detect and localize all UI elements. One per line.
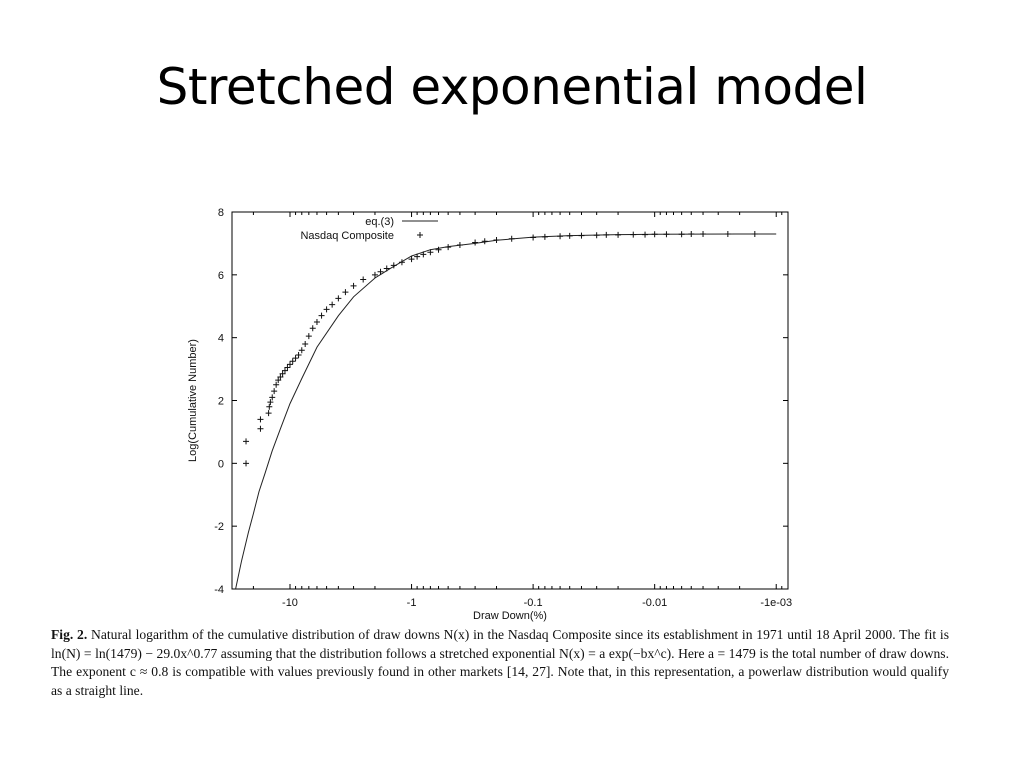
x-tick-label: -1e-03 xyxy=(760,597,792,609)
data-point xyxy=(267,399,274,406)
x-tick-label: -0.1 xyxy=(524,597,543,609)
data-point xyxy=(298,347,305,354)
y-axis-label: Log(Cumulative Number) xyxy=(187,339,199,462)
slide-title: Stretched exponential model xyxy=(156,58,868,116)
legend-label-fit: eq.(3) xyxy=(365,216,394,228)
x-tick-label: -10 xyxy=(282,597,298,609)
data-point xyxy=(493,236,500,243)
data-point xyxy=(313,318,320,325)
data-point xyxy=(266,403,273,410)
data-point xyxy=(663,231,670,238)
data-point xyxy=(383,265,390,272)
chart-axes: -4 -2 0 2 4 6 8 -10 -1 -0.1 -0.01 -1e-03 xyxy=(214,207,792,609)
data-point xyxy=(335,295,342,302)
data-point xyxy=(269,394,276,401)
data-point xyxy=(284,364,291,371)
data-point xyxy=(408,256,415,263)
data-point xyxy=(323,306,330,313)
data-point xyxy=(350,282,357,289)
chart: -4 -2 0 2 4 6 8 -10 -1 -0.1 -0.01 -1e-03 eq.(3) Nasd… xyxy=(187,207,792,622)
legend-point-swatch xyxy=(417,232,423,238)
data-point xyxy=(243,460,250,467)
data-point xyxy=(305,333,312,340)
data-point xyxy=(281,367,288,374)
data-point xyxy=(398,259,405,266)
data-point xyxy=(420,251,427,258)
data-point xyxy=(277,373,284,380)
data-point xyxy=(615,231,622,238)
data-point xyxy=(651,231,658,238)
data-point xyxy=(593,232,600,239)
y-tick-label: 2 xyxy=(218,396,224,408)
data-point xyxy=(435,246,442,253)
data-point xyxy=(360,276,367,283)
data-point xyxy=(371,271,378,278)
y-tick-label: 8 xyxy=(218,207,224,219)
y-tick-label: -4 xyxy=(214,584,224,596)
data-point xyxy=(271,388,278,395)
data-point xyxy=(751,230,758,237)
data-point xyxy=(286,361,293,368)
data-point xyxy=(603,231,610,238)
y-tick-label: -2 xyxy=(214,521,224,533)
data-point xyxy=(289,358,296,365)
data-point xyxy=(257,416,264,423)
data-point xyxy=(243,438,250,445)
fit-line xyxy=(235,233,777,590)
data-point xyxy=(309,325,316,332)
data-point xyxy=(295,351,302,358)
data-point xyxy=(342,289,349,296)
data-point xyxy=(472,239,479,246)
x-axis-label: Draw Down(%) xyxy=(473,610,547,622)
data-point xyxy=(279,370,286,377)
data-point xyxy=(273,381,280,388)
data-point xyxy=(508,235,515,242)
data-point xyxy=(427,249,434,256)
legend-label-data: Nasdaq Composite xyxy=(300,230,394,242)
x-tick-label: -1 xyxy=(407,597,417,609)
data-point xyxy=(292,355,299,362)
data-point xyxy=(275,377,282,384)
data-point xyxy=(630,231,637,238)
chart-marks xyxy=(235,230,777,590)
y-tick-label: 6 xyxy=(218,270,224,282)
data-point xyxy=(688,230,695,237)
data-point xyxy=(541,233,548,240)
data-point xyxy=(390,262,397,269)
chart-legend: eq.(3) Nasdaq Composite xyxy=(300,216,438,242)
y-tick-label: 0 xyxy=(218,458,224,470)
data-point xyxy=(724,230,731,237)
data-point xyxy=(445,244,452,251)
y-tick-label: 4 xyxy=(218,333,224,345)
caption-label: Fig. 2. xyxy=(51,627,88,642)
x-tick-label: -0.01 xyxy=(642,597,667,609)
data-point xyxy=(257,425,264,432)
data-point xyxy=(265,410,272,417)
plot-frame xyxy=(231,211,789,590)
data-point xyxy=(377,268,384,275)
data-point xyxy=(329,301,336,308)
data-point xyxy=(557,233,564,240)
figure-caption: Fig. 2. Natural logarithm of the cumulat… xyxy=(51,626,949,700)
data-point xyxy=(678,231,685,238)
caption-text: Natural logarithm of the cumulative dist… xyxy=(51,627,949,698)
data-point xyxy=(566,232,573,239)
data-point xyxy=(700,230,707,237)
data-point xyxy=(530,234,537,241)
data-point xyxy=(414,253,421,260)
data-point xyxy=(578,232,585,239)
data-point xyxy=(456,241,463,248)
data-point xyxy=(642,231,649,238)
data-point xyxy=(318,312,325,319)
data-point xyxy=(302,340,309,347)
data-point xyxy=(481,238,488,245)
